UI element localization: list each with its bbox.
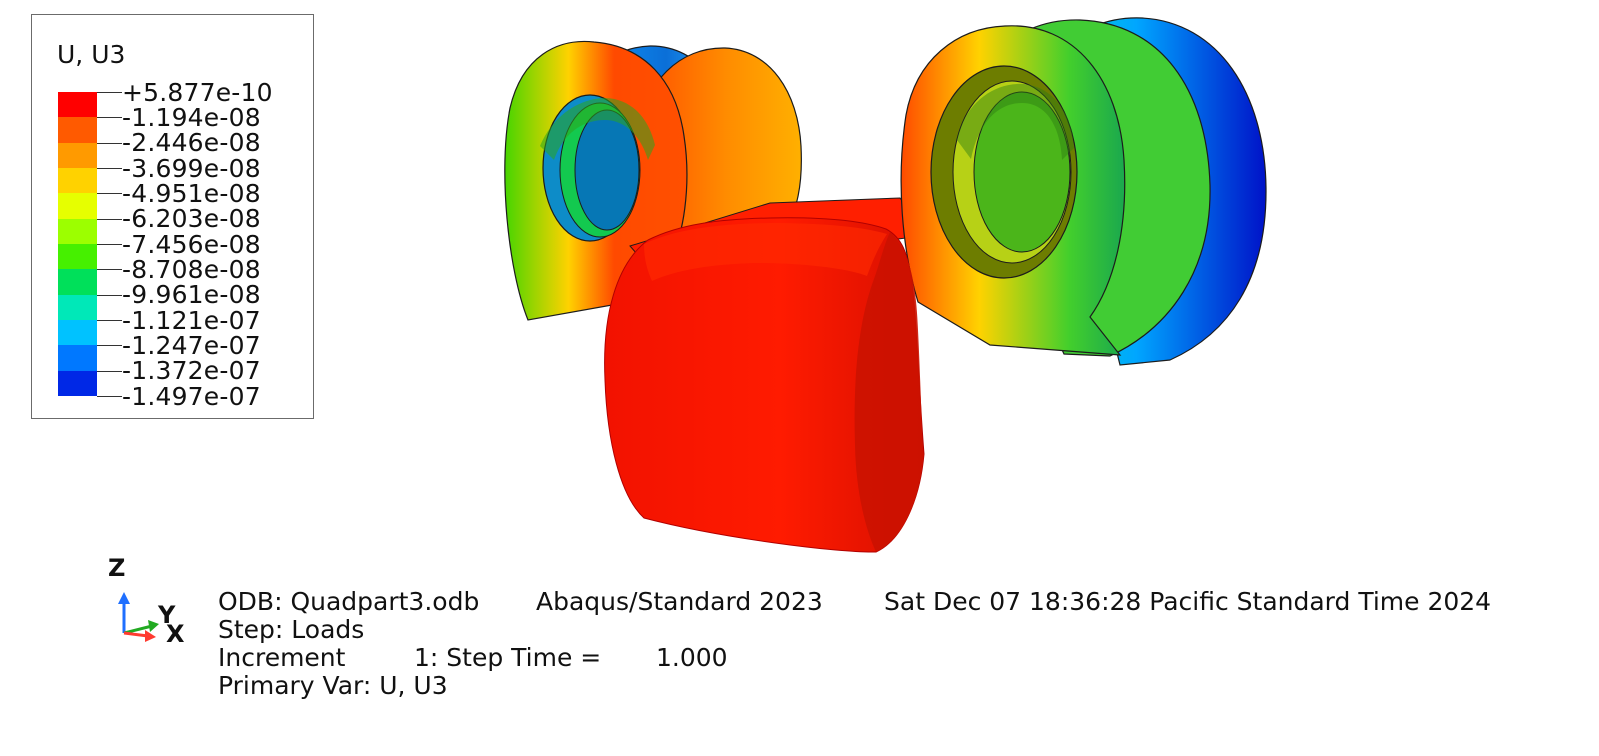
legend-swatch <box>58 168 97 194</box>
legend-tick <box>97 218 122 220</box>
legend-tick <box>97 92 122 93</box>
run-datetime: Sat Dec 07 18:36:28 Pacific Standard Tim… <box>884 587 1492 616</box>
legend-value-label: +5.877e-10 <box>122 77 273 107</box>
legend-value-label: -1.497e-07 <box>122 381 261 411</box>
legend-value-label: -1.372e-07 <box>122 356 261 386</box>
legend-tick <box>97 168 122 169</box>
axis-triad: Z Y X <box>100 550 190 650</box>
legend-swatch <box>58 193 97 220</box>
legend-title: U, U3 <box>57 40 126 69</box>
legend-tick <box>97 370 122 372</box>
legend-swatch <box>58 370 97 397</box>
increment-line: Increment 1: Step Time = 1.000 <box>218 644 818 672</box>
legend-value-label: -1.194e-08 <box>122 102 261 132</box>
legend-value-label: -1.121e-07 <box>122 305 261 335</box>
legend-value-label: -2.446e-08 <box>122 128 261 158</box>
model-viewport[interactable] <box>470 0 1310 570</box>
legend-tick <box>97 320 122 321</box>
increment-value: 1: Step Time = <box>414 643 602 672</box>
triad-y-label: Y <box>158 601 176 629</box>
legend-value-label: -8.708e-08 <box>122 254 261 284</box>
legend-tick <box>97 193 122 195</box>
step-name: Step: Loads <box>218 615 365 644</box>
legend-tick <box>97 396 122 397</box>
triad-z-label: Z <box>108 554 126 582</box>
legend-swatch <box>58 320 97 346</box>
legend-swatch <box>58 244 97 270</box>
legend-swatch <box>58 345 97 372</box>
legend-value-label: -3.699e-08 <box>122 153 261 183</box>
legend-swatch <box>58 269 97 296</box>
legend-tick <box>97 269 122 271</box>
primary-variable: Primary Var: U, U3 <box>218 671 448 700</box>
odb-info-line: ODB: Quadpart3.odb Abaqus/Standard 2023 … <box>218 588 1598 616</box>
legend-value-label: -6.203e-08 <box>122 204 261 234</box>
legend-tick <box>97 345 122 347</box>
legend-color-bar <box>58 92 122 397</box>
legend-swatch <box>58 92 97 118</box>
legend-swatch <box>58 294 97 321</box>
legend-value-label: -9.961e-08 <box>122 280 261 310</box>
legend-swatch <box>58 218 97 245</box>
legend-panel: U, U3 +5.877e-10 -1.194e-08 -2.446e-08 -3.6… <box>31 14 314 419</box>
legend-value-label: -1.247e-07 <box>122 330 261 360</box>
legend-swatch <box>58 117 97 144</box>
increment-label: Increment <box>218 643 346 672</box>
legend-tick <box>97 142 122 144</box>
triad-x-label: X <box>166 620 185 648</box>
solver-name: Abaqus/Standard 2023 <box>536 587 823 616</box>
legend-tick <box>97 244 122 245</box>
odb-name: ODB: Quadpart3.odb <box>218 587 480 616</box>
legend-value-label: -7.456e-08 <box>122 229 261 259</box>
legend-tick <box>97 294 122 296</box>
legend-tick <box>97 117 122 119</box>
triad-axes-icon <box>118 592 159 642</box>
step-time-value: 1.000 <box>656 643 728 672</box>
legend-value-label: -4.951e-08 <box>122 178 261 208</box>
legend-swatch <box>58 142 97 169</box>
